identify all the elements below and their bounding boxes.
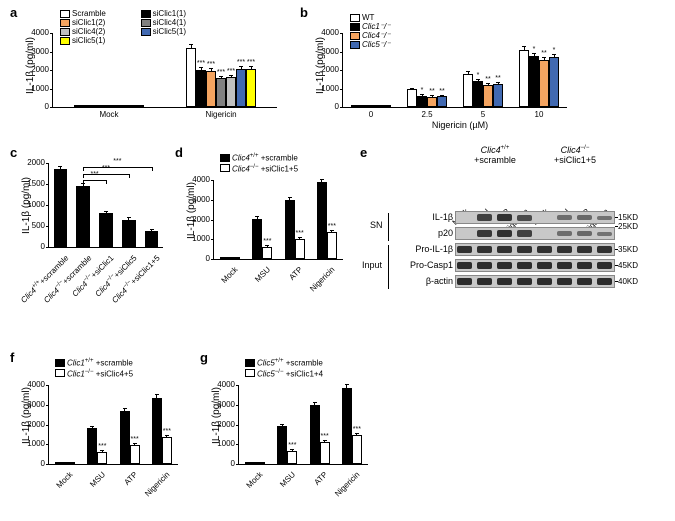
bar — [145, 231, 159, 247]
bar — [236, 69, 246, 107]
blot-size-label: 15KD — [618, 213, 638, 222]
panel-d-ylabel: IL-1β (pg/ml) — [186, 182, 197, 239]
bar — [226, 77, 236, 107]
panel-c-plot: 0500100015002000Clic4+/++scrambleClic4−/… — [48, 163, 163, 248]
legend-item: siClic5(1) — [141, 27, 218, 36]
panel-g-ylabel: IL-1β (pg/ml) — [211, 387, 222, 444]
western-blot: Clic4+/++scrambleClic4−/−+siClic1+5MockM… — [410, 145, 660, 291]
bar — [162, 437, 172, 464]
bar — [493, 84, 503, 107]
panel-f-plot: 01000200030004000Mock***MSU***ATP***Nige… — [48, 385, 178, 465]
bar — [437, 96, 447, 107]
legend-item: Clic4⁻/⁻ — [350, 31, 450, 40]
blot-protein-label: Pro-Casp1 — [405, 260, 453, 270]
bar — [529, 56, 539, 107]
panel-d: d IL-1β (pg/ml) 01000200030004000Mock***… — [175, 145, 355, 335]
legend-item: Scramble — [60, 9, 137, 18]
legend-item: siClic1(1) — [141, 9, 218, 18]
panel-b-legend: WTClic1⁻/⁻Clic4⁻/⁻Clic5⁻/⁻ — [350, 13, 550, 49]
bar — [216, 78, 226, 107]
blot-row: Pro-IL-1β35KD — [410, 243, 660, 257]
panel-a: a IL-1β (pg/ml) 01000200030004000Mock***… — [10, 5, 285, 145]
blot-protein-label: Pro-IL-1β — [405, 244, 453, 254]
legend-item: siClic5(1) — [60, 36, 137, 45]
panel-b-xlabel: Nigericin (µM) — [360, 120, 560, 130]
panel-a-legend: ScramblesiClic1(1)siClic1(2)siClic4(1)si… — [60, 9, 290, 45]
bar — [54, 169, 68, 247]
bar — [417, 96, 427, 107]
blot-size-label: 35KD — [618, 245, 638, 254]
panel-e-label: e — [360, 145, 367, 160]
blot-size-label: 40KD — [618, 277, 638, 286]
panel-b: b IL-1β (pg/ml) 010002000300040000*****2… — [300, 5, 575, 145]
bar — [287, 451, 297, 464]
bar — [206, 71, 216, 107]
blot-size-label: 45KD — [618, 261, 638, 270]
panel-f-ylabel: IL-1β (pg/ml) — [21, 387, 32, 444]
bar — [262, 247, 272, 259]
panel-d-plot: 01000200030004000Mock***MSU***ATP***Nige… — [213, 180, 343, 260]
bar — [130, 445, 140, 464]
legend-item: siClic4(2) — [60, 27, 137, 36]
bar — [352, 435, 362, 464]
legend-item: Clic1⁻/⁻ — [350, 22, 450, 31]
bar — [327, 232, 337, 259]
legend-item: WT — [350, 13, 450, 22]
bar — [97, 452, 107, 464]
bar — [186, 48, 196, 107]
bar — [76, 186, 90, 247]
bar — [196, 70, 206, 107]
bar — [473, 81, 483, 107]
blot-fraction-input: Input — [362, 260, 382, 270]
blot-fraction-sn: SN — [370, 220, 383, 230]
bar — [320, 442, 330, 464]
bar — [483, 85, 493, 107]
panel-f: f IL-1β (pg/ml) 01000200030004000Mock***… — [10, 350, 190, 515]
panel-e: e Clic4+/++scrambleClic4−/−+siClic1+5Moc… — [360, 145, 670, 335]
bar — [295, 239, 305, 259]
blot-protein-label: IL-1β — [405, 212, 453, 222]
bar — [519, 50, 529, 107]
bar — [246, 69, 256, 107]
blot-protein-label: β-actin — [405, 276, 453, 286]
panel-f-label: f — [10, 350, 14, 365]
panel-g-legend: Clic5+/+ +scrambleClic5−/− +siClic1+4 — [245, 358, 323, 379]
panel-g: g IL-1β (pg/ml) 01000200030004000Mock***… — [200, 350, 380, 515]
panel-d-label: d — [175, 145, 183, 160]
blot-row: Pro-Casp145KD — [410, 259, 660, 273]
blot-size-label: 25KD — [618, 222, 638, 231]
bar — [427, 97, 437, 107]
legend-item: siClic4(1) — [141, 18, 218, 27]
legend-item: siClic1(2) — [60, 18, 137, 27]
bar — [122, 220, 136, 247]
panel-g-plot: 01000200030004000Mock***MSU***ATP***Nige… — [238, 385, 368, 465]
bar — [539, 60, 549, 107]
panel-f-legend: Clic1+/+ +scrambleClic1−/− +siClic4+5 — [55, 358, 133, 379]
blot-protein-label: p20 — [405, 228, 453, 238]
panel-d-legend: Clic4+/+ +scrambleClic4−/− +siClic1+5 — [220, 153, 298, 174]
blot-row: β-actin40KD — [410, 275, 660, 289]
bar — [549, 57, 559, 107]
legend-item: Clic5⁻/⁻ — [350, 40, 450, 49]
panel-a-label: a — [10, 5, 17, 20]
panel-g-label: g — [200, 350, 208, 365]
bar — [99, 213, 113, 247]
panel-b-label: b — [300, 5, 308, 20]
blot-row: p2025KD — [410, 227, 660, 241]
bar — [317, 182, 327, 259]
panel-c: c IL-1β (pg/ml) 0500100015002000Clic4+/+… — [10, 145, 170, 335]
